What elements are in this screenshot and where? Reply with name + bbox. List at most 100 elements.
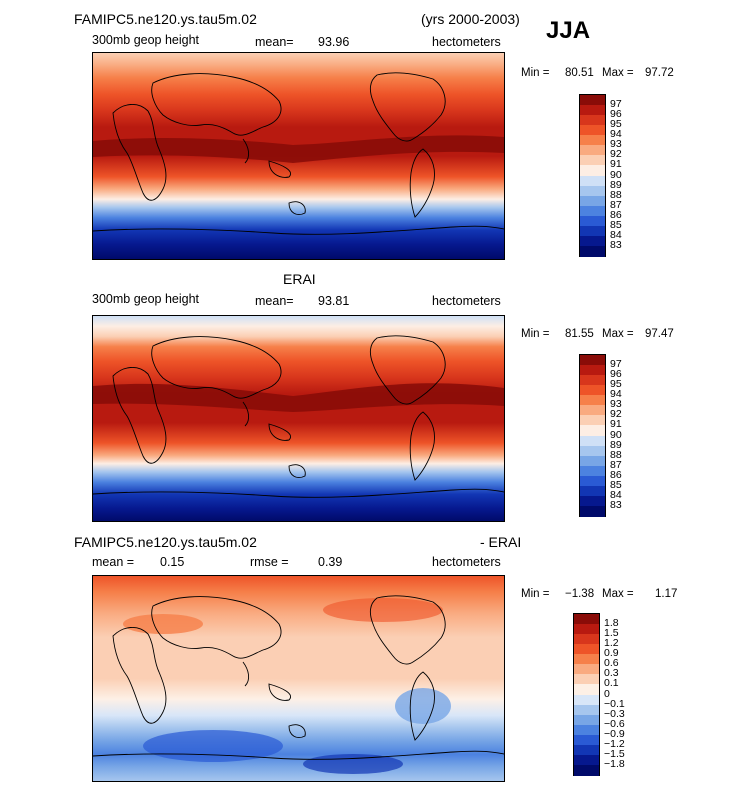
panel2-units: hectometers: [432, 294, 501, 308]
colorbar-box: [580, 185, 605, 197]
colorbar-label: 90: [610, 168, 622, 181]
colorbar-label: 84: [610, 488, 622, 501]
panel2-variable: 300mb geop height: [92, 292, 200, 306]
panel2-mean-value: 93.81: [318, 294, 350, 308]
colorbar-box: [580, 115, 605, 126]
panel3-min-label: Min =: [521, 588, 550, 600]
colorbar-label: 86: [610, 468, 622, 481]
panel1-mean-value: 93.96: [318, 35, 350, 49]
panel1-min-label: Min =: [521, 67, 550, 79]
panel3-rmse-label: rmse =: [250, 555, 289, 569]
colorbar-label: 95: [610, 118, 622, 131]
colorbar-box: [574, 734, 599, 746]
colorbar-box: [574, 674, 599, 685]
colorbar-label: 89: [610, 178, 622, 191]
colorbar-box: [580, 125, 605, 136]
colorbar-label: 87: [610, 198, 622, 211]
colorbar-label: 0.3: [604, 667, 619, 680]
colorbar-box: [580, 385, 605, 396]
colorbar-label: 90: [610, 428, 622, 441]
colorbar-label: 1.2: [604, 637, 619, 650]
colorbar-box: [574, 624, 599, 635]
panel2-max-value: 97.47: [645, 328, 674, 340]
colorbar-box: [580, 95, 605, 106]
colorbar-box: [580, 505, 605, 517]
colorbar-label: −1.2: [604, 737, 625, 750]
colorbar-box: [580, 445, 605, 457]
colorbar-label: 92: [610, 148, 622, 161]
panel1-variable: 300mb geop height: [92, 33, 200, 47]
panel1-units: hectometers: [432, 35, 501, 49]
colorbar-box: [580, 155, 605, 166]
colorbar-box: [580, 405, 605, 416]
colorbar-box: [574, 714, 599, 726]
colorbar-box: [580, 225, 605, 237]
panel2-min-label: Min =: [521, 328, 550, 340]
panel2-coastlines: [93, 335, 504, 498]
colorbar-box: [574, 634, 599, 645]
panel3-mean-label: mean =: [92, 555, 135, 569]
colorbar-box: [580, 355, 605, 366]
colorbar-box: [580, 475, 605, 487]
colorbar-label: −1.5: [604, 747, 625, 760]
panel3-coastlines: [93, 595, 504, 760]
colorbar-label: 83: [610, 238, 622, 251]
colorbar-box: [574, 654, 599, 665]
panel3-mean-value: 0.15: [160, 555, 185, 569]
panel2-colorbar: [579, 354, 606, 517]
colorbar-box: [574, 764, 599, 776]
colorbar-box: [580, 135, 605, 146]
panel2-title: ERAI: [283, 271, 316, 287]
colorbar-box: [580, 145, 605, 156]
colorbar-label: 97: [610, 358, 622, 371]
panel3-title-left: FAMIPC5.ne120.ys.tau5m.02: [74, 534, 257, 550]
colorbar-label: 91: [610, 418, 622, 431]
panel2-max-label: Max =: [602, 328, 634, 340]
colorbar-box: [580, 365, 605, 376]
colorbar-label: 0: [604, 687, 610, 700]
colorbar-box: [580, 435, 605, 447]
colorbar-label: 83: [610, 498, 622, 511]
colorbar-box: [580, 395, 605, 406]
colorbar-box: [580, 205, 605, 217]
colorbar-box: [580, 425, 605, 436]
panel3-min-value: −1.38: [565, 588, 595, 600]
colorbar-box: [580, 455, 605, 467]
colorbar-label: 85: [610, 218, 622, 231]
colorbar-label: 94: [610, 388, 622, 401]
colorbar-label: 97: [610, 98, 622, 111]
colorbar-label: 0.6: [604, 657, 619, 670]
panel1-colorbar: [579, 94, 606, 257]
panel1-mean-label: mean=: [255, 35, 294, 49]
colorbar-label: 93: [610, 398, 622, 411]
panel3-colorbar: [573, 613, 600, 776]
colorbar-box: [580, 375, 605, 386]
panel3-anomaly-neg: [395, 688, 451, 724]
colorbar-label: −0.1: [604, 697, 625, 710]
colorbar-label: 95: [610, 378, 622, 391]
colorbar-box: [574, 694, 599, 706]
colorbar-box: [574, 744, 599, 756]
colorbar-box: [580, 175, 605, 187]
colorbar-label: −1.8: [604, 757, 625, 770]
colorbar-box: [580, 465, 605, 477]
panel3-rmse-value: 0.39: [318, 555, 343, 569]
colorbar-label: −0.9: [604, 727, 625, 740]
panel1-max-band: [93, 135, 504, 163]
colorbar-label: 0.1: [604, 677, 619, 690]
panel1-max-value: 97.72: [645, 67, 674, 79]
colorbar-label: 96: [610, 368, 622, 381]
colorbar-label: 93: [610, 138, 622, 151]
panel1-coastlines: [93, 72, 504, 235]
colorbar-label: 87: [610, 458, 622, 471]
colorbar-label: 89: [610, 438, 622, 451]
colorbar-label: 84: [610, 228, 622, 241]
colorbar-box: [574, 704, 599, 716]
colorbar-label: 0.9: [604, 647, 619, 660]
colorbar-box: [574, 684, 599, 695]
panel3-max-label: Max =: [602, 588, 634, 600]
colorbar-box: [580, 195, 605, 207]
colorbar-box: [580, 105, 605, 116]
panel2-mean-label: mean=: [255, 294, 294, 308]
panel3-anomaly-pos: [123, 614, 203, 634]
